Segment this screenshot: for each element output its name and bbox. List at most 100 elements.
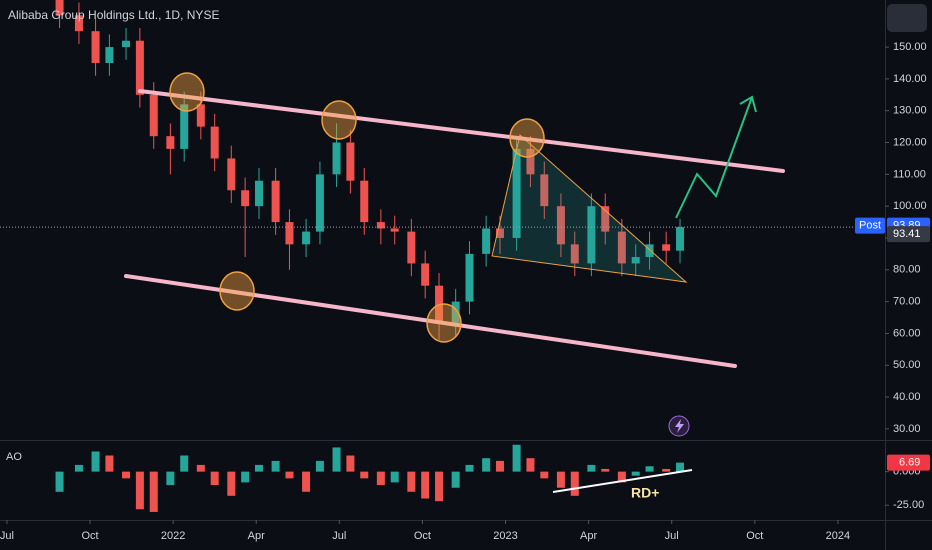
annotation: RD+ — [631, 485, 659, 501]
candle-body — [271, 180, 280, 223]
x-tick-label: Jul — [665, 530, 679, 542]
y-tick-label: 120.00 — [893, 136, 927, 148]
candle-body — [587, 206, 596, 264]
x-tick-label: Oct — [746, 530, 763, 542]
ao-bar — [421, 471, 430, 499]
support-line — [124, 274, 737, 368]
x-tick-label: Oct — [414, 530, 431, 542]
candle-body — [617, 231, 626, 264]
ao-bar — [570, 471, 579, 496]
resistance-line — [138, 89, 785, 173]
candle-body — [135, 40, 144, 95]
indicator-name: AO — [6, 451, 22, 463]
candle-body — [149, 94, 158, 137]
ao-bar — [315, 460, 324, 472]
ao-bar — [495, 460, 504, 472]
chart-title: Alibaba Group Holdings Ltd., 1D, NYSE — [8, 8, 219, 22]
ao-bar — [360, 471, 369, 479]
candle-body — [390, 228, 399, 232]
touch-circle — [169, 72, 205, 112]
ao-value-label: 6.69 — [899, 457, 920, 469]
candle-body — [512, 148, 521, 238]
candle-body — [570, 244, 579, 264]
candle-body — [254, 180, 263, 207]
last-price-label: 93.41 — [893, 228, 921, 240]
ao-bar — [407, 471, 416, 492]
touch-circle — [509, 118, 545, 158]
ao-bar — [435, 471, 444, 502]
candle-body — [166, 136, 175, 149]
drawings — [124, 72, 785, 493]
candle-body — [482, 228, 491, 254]
projection-arrow — [675, 96, 753, 219]
ao-bar — [166, 471, 175, 486]
ao-bar — [676, 462, 685, 472]
candle-body — [91, 31, 100, 63]
ao-bar — [180, 455, 189, 472]
ao-bar — [617, 471, 626, 483]
x-tick-label: 2023 — [493, 530, 517, 542]
divergence-line — [552, 469, 693, 493]
lightning-glyph — [675, 419, 684, 433]
ao-bar — [122, 471, 131, 479]
ao-bar — [332, 447, 341, 472]
ao-bar — [210, 471, 219, 486]
settings-button[interactable] — [887, 4, 927, 32]
ao-y-tick-label: -25.00 — [893, 499, 924, 511]
ao-bar — [451, 471, 460, 488]
candle-body — [227, 158, 236, 191]
arrow-head — [739, 95, 757, 113]
post-label: Post — [859, 220, 881, 232]
ao-bar — [556, 471, 565, 488]
ao-bar — [390, 471, 399, 483]
x-tick-label: Jul — [0, 530, 14, 542]
ao-bar — [346, 455, 355, 472]
ao-bar — [302, 471, 311, 492]
ao-bar — [526, 458, 535, 472]
ao-bar — [540, 471, 549, 479]
candles — [55, 0, 685, 340]
candle-body — [540, 174, 549, 207]
y-tick-label: 100.00 — [893, 200, 927, 212]
y-tick-label: 70.00 — [893, 296, 921, 308]
ao-bar — [645, 466, 654, 472]
candle-body — [645, 244, 654, 258]
candle-body — [346, 142, 355, 181]
ao-bar — [465, 464, 474, 472]
candle-body — [360, 180, 369, 223]
ao-bar — [376, 471, 385, 486]
x-tick-label: Oct — [81, 530, 98, 542]
ao-bar — [74, 464, 83, 472]
ao-bar — [512, 444, 521, 472]
candle-body — [465, 253, 474, 302]
y-tick-label: 80.00 — [893, 264, 921, 276]
candle-body — [451, 301, 460, 324]
ao-bar — [55, 471, 64, 492]
ao-bar — [135, 471, 144, 510]
ao-bar — [91, 451, 100, 472]
candle-body — [676, 227, 685, 251]
candle-body — [631, 257, 640, 264]
candle-body — [376, 222, 385, 229]
candle-body — [302, 231, 311, 245]
ao-histogram — [55, 444, 685, 512]
candle-body — [332, 142, 341, 175]
y-tick-label: 50.00 — [893, 359, 921, 371]
candle-body — [495, 228, 504, 238]
candle-body — [421, 263, 430, 286]
y-tick-label: 30.00 — [893, 423, 921, 435]
ao-bar — [105, 455, 114, 472]
ao-bar — [482, 458, 491, 472]
ao-bar — [149, 471, 158, 512]
candle-body — [196, 104, 205, 127]
ao-bar — [271, 460, 280, 472]
x-tick-label: 2022 — [161, 530, 185, 542]
y-tick-label: 110.00 — [893, 168, 926, 180]
candle-body — [407, 231, 416, 264]
candle-body — [122, 40, 131, 48]
candle-body — [556, 206, 565, 245]
candle-body — [315, 174, 324, 232]
x-tick-label: Jul — [332, 530, 346, 542]
y-tick-label: 60.00 — [893, 327, 921, 339]
